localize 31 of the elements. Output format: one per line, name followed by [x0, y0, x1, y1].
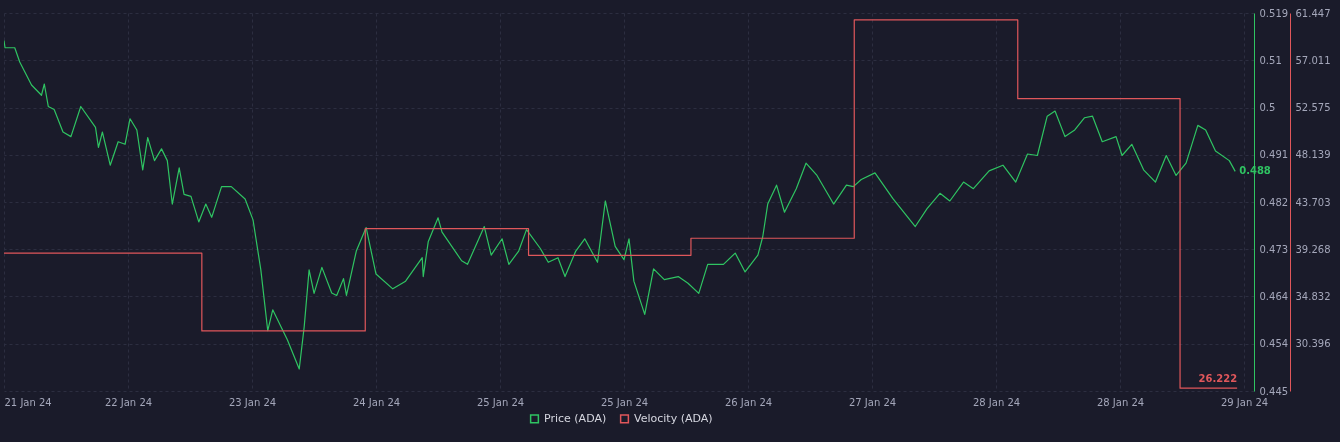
- x-tick-label: 24 Jan 24: [352, 396, 401, 408]
- y2-tick-label: 34.832: [1295, 291, 1331, 302]
- y2-tick-label: 52.575: [1295, 102, 1331, 113]
- x-tick-label: 26 Jan 24: [724, 396, 773, 408]
- y-tick-label: 0.482: [1259, 196, 1289, 208]
- y-tick-label: 0.445: [1259, 385, 1289, 397]
- data-label: 26.222: [1198, 373, 1238, 385]
- y-tick-label: 0.491: [1259, 149, 1289, 161]
- x-tick-label: 23 Jan 24: [228, 396, 277, 408]
- y2-tick-label: 61.447: [1295, 7, 1331, 19]
- y-tick-label: 0.473: [1259, 243, 1289, 255]
- y2-tick-label: 30.396: [1295, 338, 1331, 350]
- y-tick-label: 0.464: [1259, 291, 1289, 302]
- x-tick-label: 28 Jan 24: [1096, 396, 1145, 408]
- x-tick-label: 21 Jan 24: [4, 396, 52, 408]
- x-tick-label: 22 Jan 24: [104, 396, 153, 408]
- y2-tick-label: 57.011: [1295, 54, 1331, 66]
- x-tick-label: 27 Jan 24: [848, 396, 897, 408]
- x-tick-label: 29 Jan 24: [1220, 396, 1269, 408]
- y-tick-label: 0.5: [1259, 102, 1276, 113]
- x-tick-label: 25 Jan 24: [600, 396, 649, 408]
- y-tick-label: 0.51: [1259, 54, 1282, 66]
- legend-label: Price (ADA): [544, 411, 607, 425]
- y-tick-label: 0.519: [1259, 7, 1289, 19]
- y2-tick-label: 39.268: [1295, 243, 1331, 255]
- y2-tick-label: 48.139: [1295, 149, 1331, 161]
- y-tick-label: 0.454: [1259, 338, 1289, 350]
- x-tick-label: 28 Jan 24: [972, 396, 1021, 408]
- x-tick-label: 25 Jan 24: [476, 396, 525, 408]
- legend-label: Velocity (ADA): [634, 411, 713, 425]
- y2-tick-label: 43.703: [1295, 196, 1331, 208]
